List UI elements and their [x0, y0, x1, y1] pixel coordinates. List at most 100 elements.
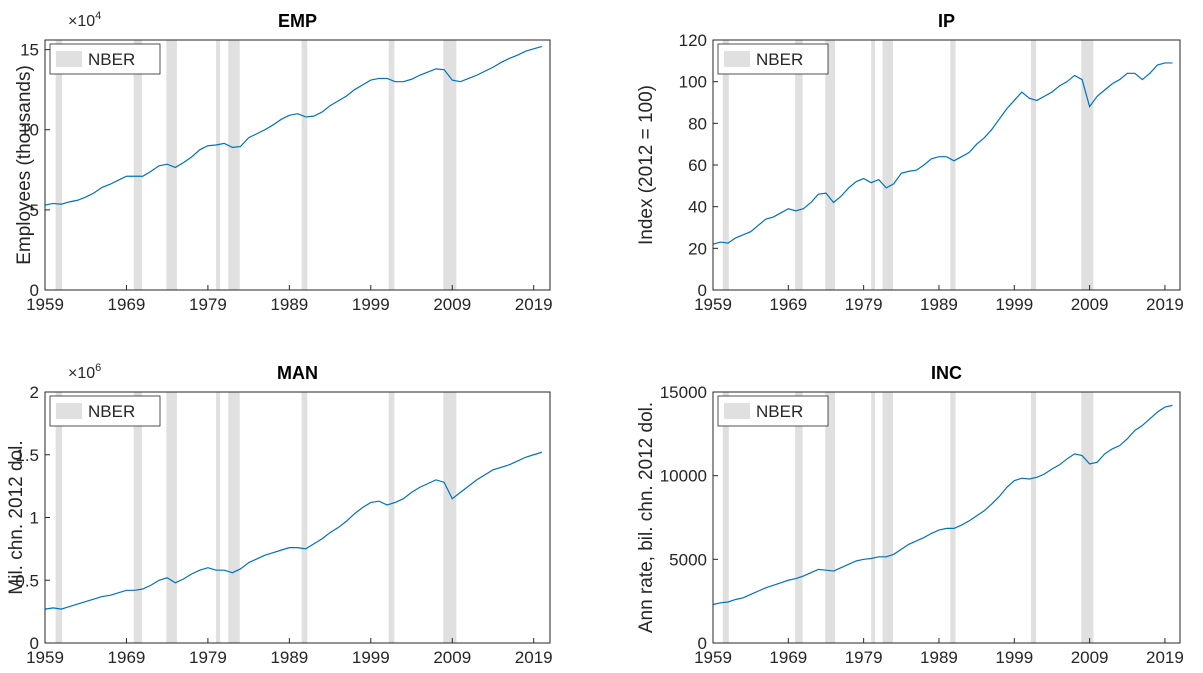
- x-tick-label: 1999: [995, 648, 1033, 667]
- nber-band: [722, 40, 729, 290]
- x-tick-label: 1999: [352, 648, 390, 667]
- axes-background: [713, 392, 1180, 643]
- y-tick-label: 5000: [669, 550, 707, 569]
- legend-swatch: [56, 51, 82, 67]
- nber-band: [871, 392, 875, 643]
- x-tick-label: 2009: [433, 648, 471, 667]
- y-tick-label: 5: [30, 201, 39, 220]
- nber-band: [228, 40, 240, 290]
- axes-background: [45, 392, 550, 643]
- x-tick-label: 1989: [920, 648, 958, 667]
- x-tick-label: 1969: [769, 648, 807, 667]
- y-tick-label: 1.5: [15, 446, 39, 465]
- x-tick-label: 1999: [352, 295, 390, 314]
- y-tick-label: 120: [679, 31, 707, 50]
- nber-band: [301, 40, 308, 290]
- multiplier-base: ×10: [68, 13, 95, 30]
- multiplier-exponent: 6: [95, 362, 101, 374]
- nber-band: [388, 40, 395, 290]
- x-tick-label: 2019: [515, 648, 553, 667]
- axes-background: [45, 40, 550, 290]
- y-tick-label: 0: [30, 634, 39, 653]
- y-tick-label: 1: [30, 509, 39, 528]
- axes-box: [712, 391, 1181, 644]
- x-tick-label: 1969: [108, 648, 146, 667]
- legend-swatch: [56, 403, 82, 419]
- x-tick-label: 1989: [920, 295, 958, 314]
- y-axis-label: Index (2012 = 100): [636, 85, 657, 245]
- legend-label: NBER: [756, 402, 803, 421]
- legend-label: NBER: [88, 402, 135, 421]
- nber-band: [1081, 392, 1094, 643]
- x-tick-label: 1989: [270, 648, 308, 667]
- data-line: [712, 404, 1173, 606]
- nber-band: [825, 392, 836, 643]
- y-tick-label: 40: [688, 198, 707, 217]
- x-tick-label: 1979: [845, 648, 883, 667]
- nber-band: [722, 392, 729, 643]
- x-tick-label: 1989: [270, 295, 308, 314]
- y-tick-label: 0: [698, 281, 707, 300]
- y-tick-label: 20: [688, 239, 707, 258]
- nber-band: [825, 40, 836, 290]
- y-tick-label: 0.5: [15, 571, 39, 590]
- y-tick-label: 60: [688, 156, 707, 175]
- nber-band: [882, 40, 894, 290]
- y-tick-label: 100: [679, 73, 707, 92]
- data-line: [712, 62, 1173, 245]
- x-tick-label: 2009: [1071, 295, 1109, 314]
- x-tick-label: 1959: [26, 295, 64, 314]
- x-tick-label: 1979: [189, 648, 227, 667]
- nber-band: [388, 392, 395, 643]
- nber-band: [882, 392, 894, 643]
- x-tick-label: 1979: [845, 295, 883, 314]
- x-tick-label: 2009: [1071, 648, 1109, 667]
- legend-swatch: [724, 403, 750, 419]
- y-multiplier: ×106: [68, 362, 101, 382]
- y-tick-label: 10000: [660, 467, 707, 486]
- data-line: [44, 45, 543, 206]
- x-tick-label: 2019: [515, 295, 553, 314]
- axes-background: [713, 40, 1180, 290]
- nber-band: [871, 40, 875, 290]
- y-tick-label: 15000: [660, 383, 707, 402]
- nber-band: [55, 392, 63, 643]
- nber-band: [133, 40, 142, 290]
- axes-box: [44, 39, 551, 291]
- nber-band: [1081, 40, 1094, 290]
- nber-band: [443, 40, 457, 290]
- x-tick-label: 1969: [108, 295, 146, 314]
- y-tick-label: 15: [20, 41, 39, 60]
- legend-swatch: [724, 51, 750, 67]
- x-tick-label: 1959: [694, 648, 732, 667]
- nber-band: [166, 392, 177, 643]
- y-axis-label: Ann rate, bil. chn. 2012 dol.: [636, 402, 657, 633]
- nber-band: [166, 40, 177, 290]
- y-tick-label: 10: [20, 121, 39, 140]
- x-tick-label: 1959: [26, 648, 64, 667]
- x-tick-label: 1979: [189, 295, 227, 314]
- x-tick-label: 1999: [995, 295, 1033, 314]
- multiplier-exponent: 4: [95, 10, 101, 22]
- chart-title: IP: [938, 11, 955, 31]
- nber-band: [1030, 40, 1037, 290]
- chart-title: EMP: [278, 11, 317, 31]
- x-tick-label: 2019: [1146, 295, 1184, 314]
- y-multiplier: ×104: [68, 10, 101, 30]
- nber-band: [795, 40, 803, 290]
- nber-band: [216, 392, 221, 643]
- chart-title: INC: [931, 363, 962, 383]
- nber-band: [795, 392, 803, 643]
- nber-band: [55, 40, 63, 290]
- y-tick-label: 2: [30, 383, 39, 402]
- data-line: [44, 451, 543, 610]
- nber-band: [950, 40, 956, 290]
- y-axis-label: Mil. chn. 2012 dol.: [6, 440, 27, 594]
- x-tick-label: 2019: [1146, 648, 1184, 667]
- nber-band: [133, 392, 142, 643]
- y-axis-label: Employees (thousands): [14, 65, 35, 265]
- nber-band: [950, 392, 956, 643]
- legend-label: NBER: [756, 50, 803, 69]
- y-tick-label: 0: [30, 281, 39, 300]
